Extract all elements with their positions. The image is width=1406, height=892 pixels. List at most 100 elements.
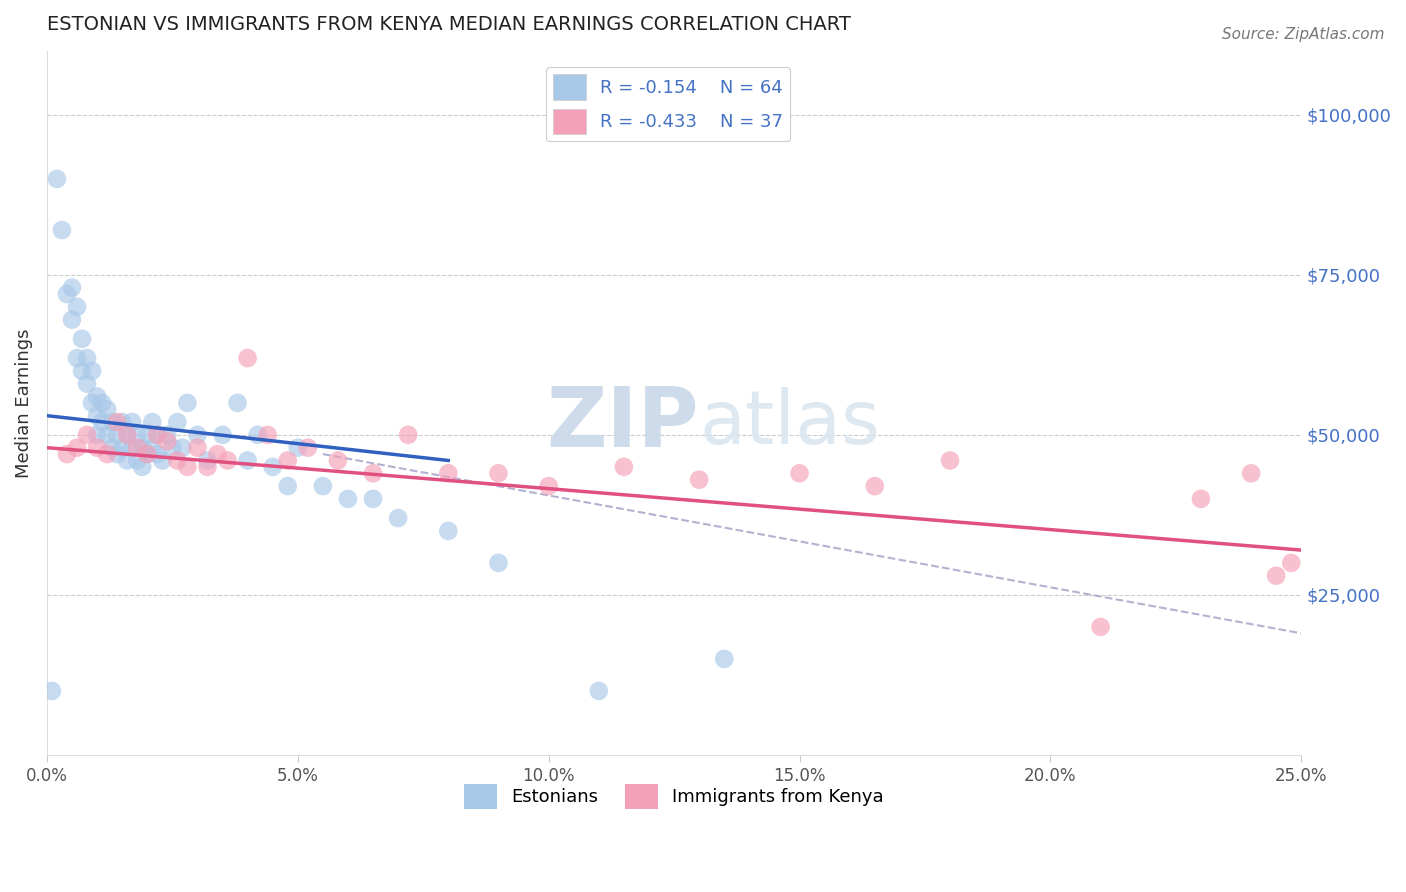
Point — [80, 364, 103, 378]
Point — [115, 428, 138, 442]
Point — [127, 453, 149, 467]
Point — [76, 376, 98, 391]
Point — [45, 172, 67, 186]
Point — [939, 453, 962, 467]
Point — [111, 441, 134, 455]
Point — [96, 447, 118, 461]
Point — [396, 428, 419, 442]
Point — [150, 453, 173, 467]
Point — [166, 415, 188, 429]
Point — [387, 511, 409, 525]
Point — [115, 428, 138, 442]
Point — [1090, 620, 1112, 634]
Point — [226, 396, 249, 410]
Point — [131, 441, 153, 455]
Point — [186, 441, 208, 455]
Point — [86, 441, 108, 455]
Y-axis label: Median Earnings: Median Earnings — [15, 328, 32, 477]
Point — [141, 441, 163, 455]
Point — [1279, 556, 1302, 570]
Point — [211, 428, 233, 442]
Point — [136, 447, 159, 461]
Point — [336, 491, 359, 506]
Point — [127, 441, 149, 455]
Point — [172, 441, 194, 455]
Point — [437, 524, 460, 538]
Text: atlas: atlas — [699, 387, 880, 460]
Point — [326, 453, 349, 467]
Point — [262, 459, 284, 474]
Point — [166, 453, 188, 467]
Point — [256, 428, 278, 442]
Point — [127, 428, 149, 442]
Point — [588, 684, 610, 698]
Point — [186, 428, 208, 442]
Point — [115, 453, 138, 467]
Point — [207, 447, 229, 461]
Point — [277, 453, 299, 467]
Point — [91, 396, 114, 410]
Point — [66, 300, 89, 314]
Point — [56, 287, 79, 301]
Point — [70, 364, 93, 378]
Point — [121, 415, 143, 429]
Point — [146, 447, 169, 461]
Point — [66, 441, 89, 455]
Point — [136, 428, 159, 442]
Point — [537, 479, 560, 493]
Point — [1189, 491, 1212, 506]
Point — [713, 652, 735, 666]
Point — [146, 428, 169, 442]
Point — [613, 459, 636, 474]
Point — [141, 415, 163, 429]
Point — [156, 428, 179, 442]
Point — [76, 428, 98, 442]
Point — [488, 556, 510, 570]
Point — [105, 428, 128, 442]
Point — [56, 447, 79, 461]
Text: Source: ZipAtlas.com: Source: ZipAtlas.com — [1222, 27, 1385, 42]
Point — [146, 428, 169, 442]
Point — [131, 459, 153, 474]
Point — [86, 428, 108, 442]
Point — [1265, 568, 1288, 582]
Point — [437, 467, 460, 481]
Point — [361, 467, 384, 481]
Point — [236, 351, 259, 365]
Point — [101, 415, 124, 429]
Point — [197, 453, 219, 467]
Point — [66, 351, 89, 365]
Point — [136, 447, 159, 461]
Point — [156, 434, 179, 449]
Legend: Estonians, Immigrants from Kenya: Estonians, Immigrants from Kenya — [457, 776, 891, 816]
Text: ESTONIAN VS IMMIGRANTS FROM KENYA MEDIAN EARNINGS CORRELATION CHART: ESTONIAN VS IMMIGRANTS FROM KENYA MEDIAN… — [46, 15, 851, 34]
Point — [789, 467, 811, 481]
Point — [236, 453, 259, 467]
Point — [246, 428, 269, 442]
Point — [76, 351, 98, 365]
Point — [60, 312, 83, 326]
Point — [105, 415, 128, 429]
Point — [176, 459, 198, 474]
Point — [101, 441, 124, 455]
Point — [488, 467, 510, 481]
Point — [217, 453, 239, 467]
Point — [197, 459, 219, 474]
Point — [312, 479, 335, 493]
Point — [91, 415, 114, 429]
Point — [80, 396, 103, 410]
Point — [287, 441, 309, 455]
Point — [105, 447, 128, 461]
Point — [51, 223, 73, 237]
Point — [96, 428, 118, 442]
Point — [41, 684, 63, 698]
Point — [96, 402, 118, 417]
Point — [60, 280, 83, 294]
Text: ZIP: ZIP — [547, 384, 699, 465]
Point — [86, 389, 108, 403]
Point — [863, 479, 886, 493]
Point — [297, 441, 319, 455]
Point — [176, 396, 198, 410]
Point — [162, 441, 184, 455]
Point — [70, 332, 93, 346]
